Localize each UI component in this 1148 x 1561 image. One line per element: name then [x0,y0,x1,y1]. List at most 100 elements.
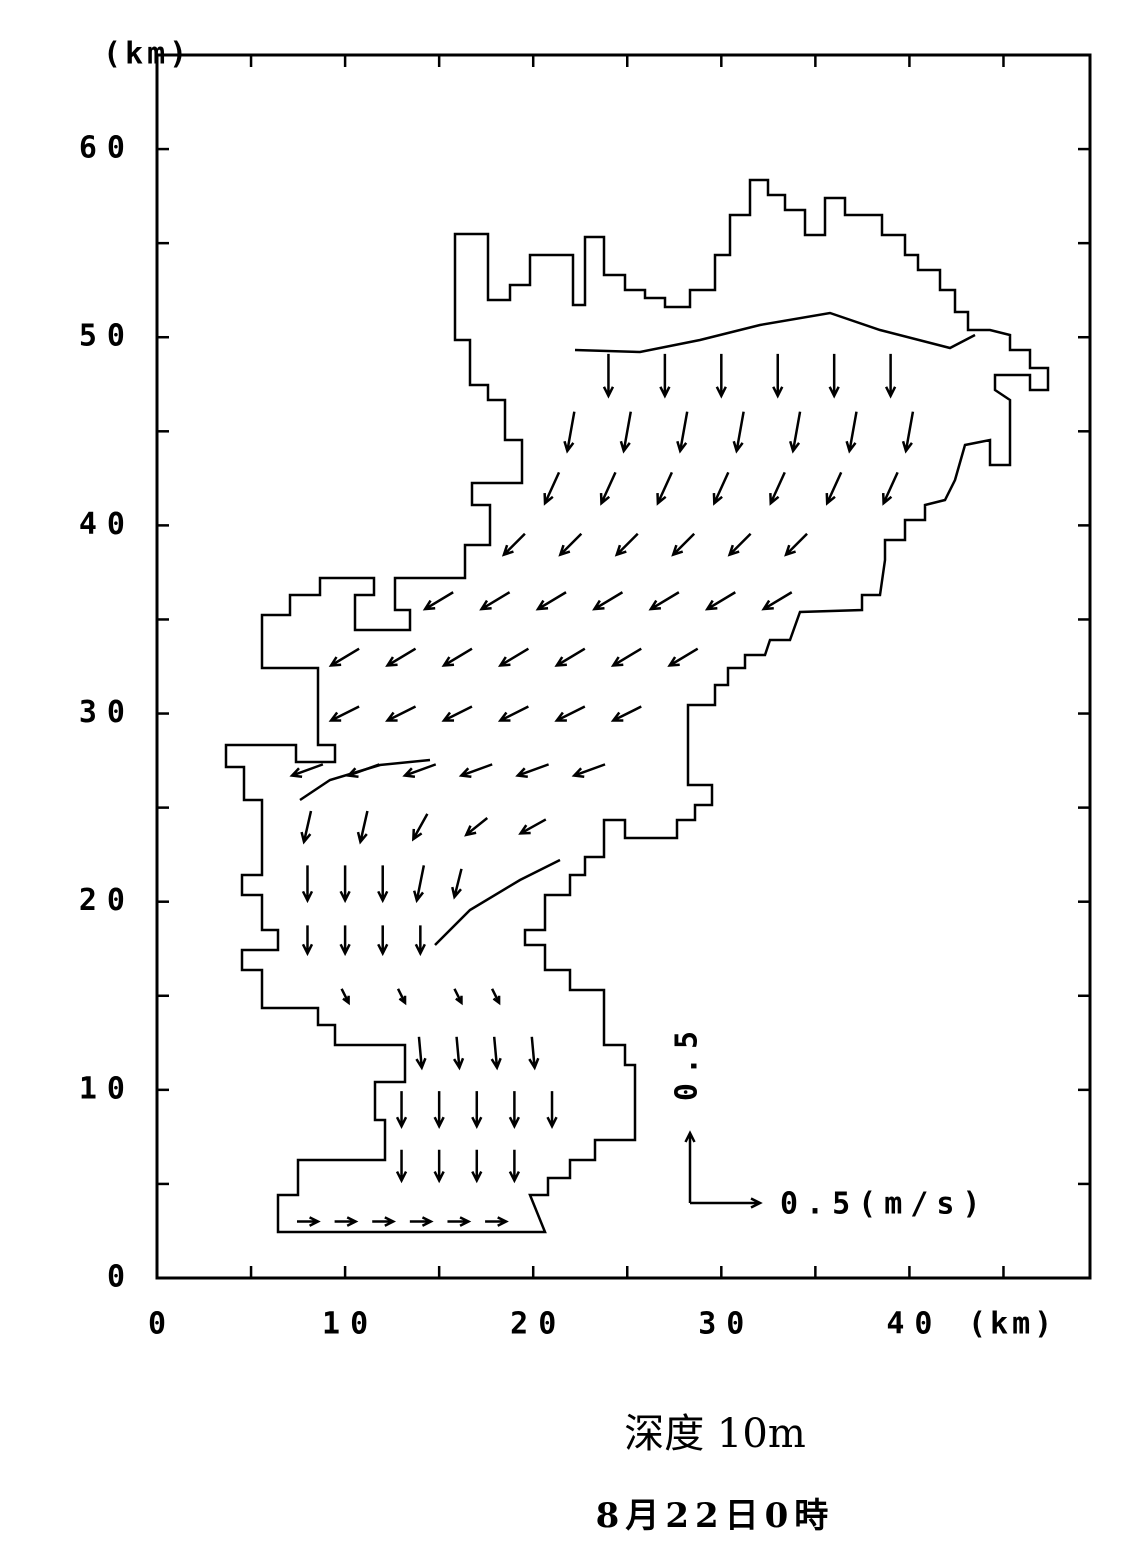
current-vector [676,411,689,454]
current-vector [471,1149,483,1184]
current-vector [289,763,324,778]
current-vector [433,1149,445,1184]
current-vector [490,1036,502,1071]
current-vector [599,471,617,506]
current-vector [518,818,547,835]
current-vector [884,353,897,399]
current-vector [385,647,417,667]
key-u-label: 0.5(m/s) [780,1187,989,1222]
current-vector [732,411,745,454]
coastline [224,178,1050,1234]
current-vector [784,532,808,557]
y-tick-label: 50 [79,319,135,354]
current-vector [301,865,314,904]
current-vector [409,1216,434,1227]
current-vector [433,1091,445,1129]
current-vector [395,1149,408,1184]
x-tick-label: 10 [322,1307,378,1342]
current-vector [610,647,642,667]
current-vector [490,988,501,1006]
current-vector [554,647,586,667]
current-vector [411,813,429,842]
current-vector [508,1149,521,1184]
current-vector [497,705,529,722]
current-vector [415,1036,427,1071]
current-vector [571,763,606,778]
current-vector [300,810,313,845]
current-vector [825,471,843,506]
current-vector [328,705,360,722]
current-vector [715,353,727,399]
current-vector [402,763,437,778]
current-vector [339,925,351,957]
current-vector [447,1216,472,1227]
current-vector [412,865,426,904]
current-vector [648,591,680,611]
current-vector [498,647,530,667]
current-vector [377,925,389,957]
x-tick-label: 0 [148,1307,176,1342]
key-arrow-u [690,1197,763,1209]
current-vector [356,810,369,845]
current-vector [339,865,351,904]
current-vector [535,591,567,611]
x-tick-label: 30 [698,1307,754,1342]
x-tick-label: 40 [886,1307,942,1342]
key-arrow-v [684,1130,696,1203]
x-tick-label: 20 [510,1307,566,1342]
water-edge [574,311,976,354]
current-vector [558,532,583,557]
current-vector [543,471,561,506]
current-vector [659,353,671,399]
current-vector [372,1216,397,1227]
current-vector [464,817,489,837]
current-vector [528,1036,540,1071]
current-vector [727,532,752,557]
current-vector [471,1091,483,1129]
current-vector [671,532,696,557]
current-vector [761,591,793,611]
current-vector [769,471,786,506]
current-vector [546,1091,558,1129]
current-vector [296,1216,321,1227]
subtitle: 深度 10m [624,1411,806,1457]
current-vector [828,353,840,399]
current-vector [396,988,407,1006]
current-vector [453,1036,465,1071]
current-vector [789,411,802,454]
current-vector [704,591,736,611]
current-vector [441,705,473,722]
plot-frame [155,53,1092,1280]
y-tick-label: 0 [107,1260,135,1295]
current-vector [554,705,586,722]
current-vector [441,647,473,667]
current-vector [414,925,426,957]
current-vector [845,411,858,454]
key-v-label: 0.5 [670,1023,705,1101]
current-vector [485,1216,509,1227]
current-vector [772,353,784,399]
y-tick-label: 30 [79,695,135,730]
current-vector [602,353,615,399]
y-tick-label: 40 [79,507,135,542]
caption: 8月22日0時 [596,1496,835,1536]
current-vector [340,988,350,1006]
current-vector [592,591,624,611]
water-edge [434,858,561,946]
current-vector [667,647,699,667]
current-vector [614,532,639,557]
y-tick-label: 10 [79,1071,135,1106]
current-vector [334,1216,359,1227]
current-vector [301,925,314,957]
current-vector [422,591,454,611]
current-vector [451,868,463,900]
current-vector [508,1091,521,1129]
current-vector [515,763,550,778]
y-tick-label: 20 [79,883,135,918]
current-vector [453,988,463,1006]
y-axis-label: (km) [103,37,191,72]
current-vector [712,471,730,506]
current-vector [881,471,899,506]
